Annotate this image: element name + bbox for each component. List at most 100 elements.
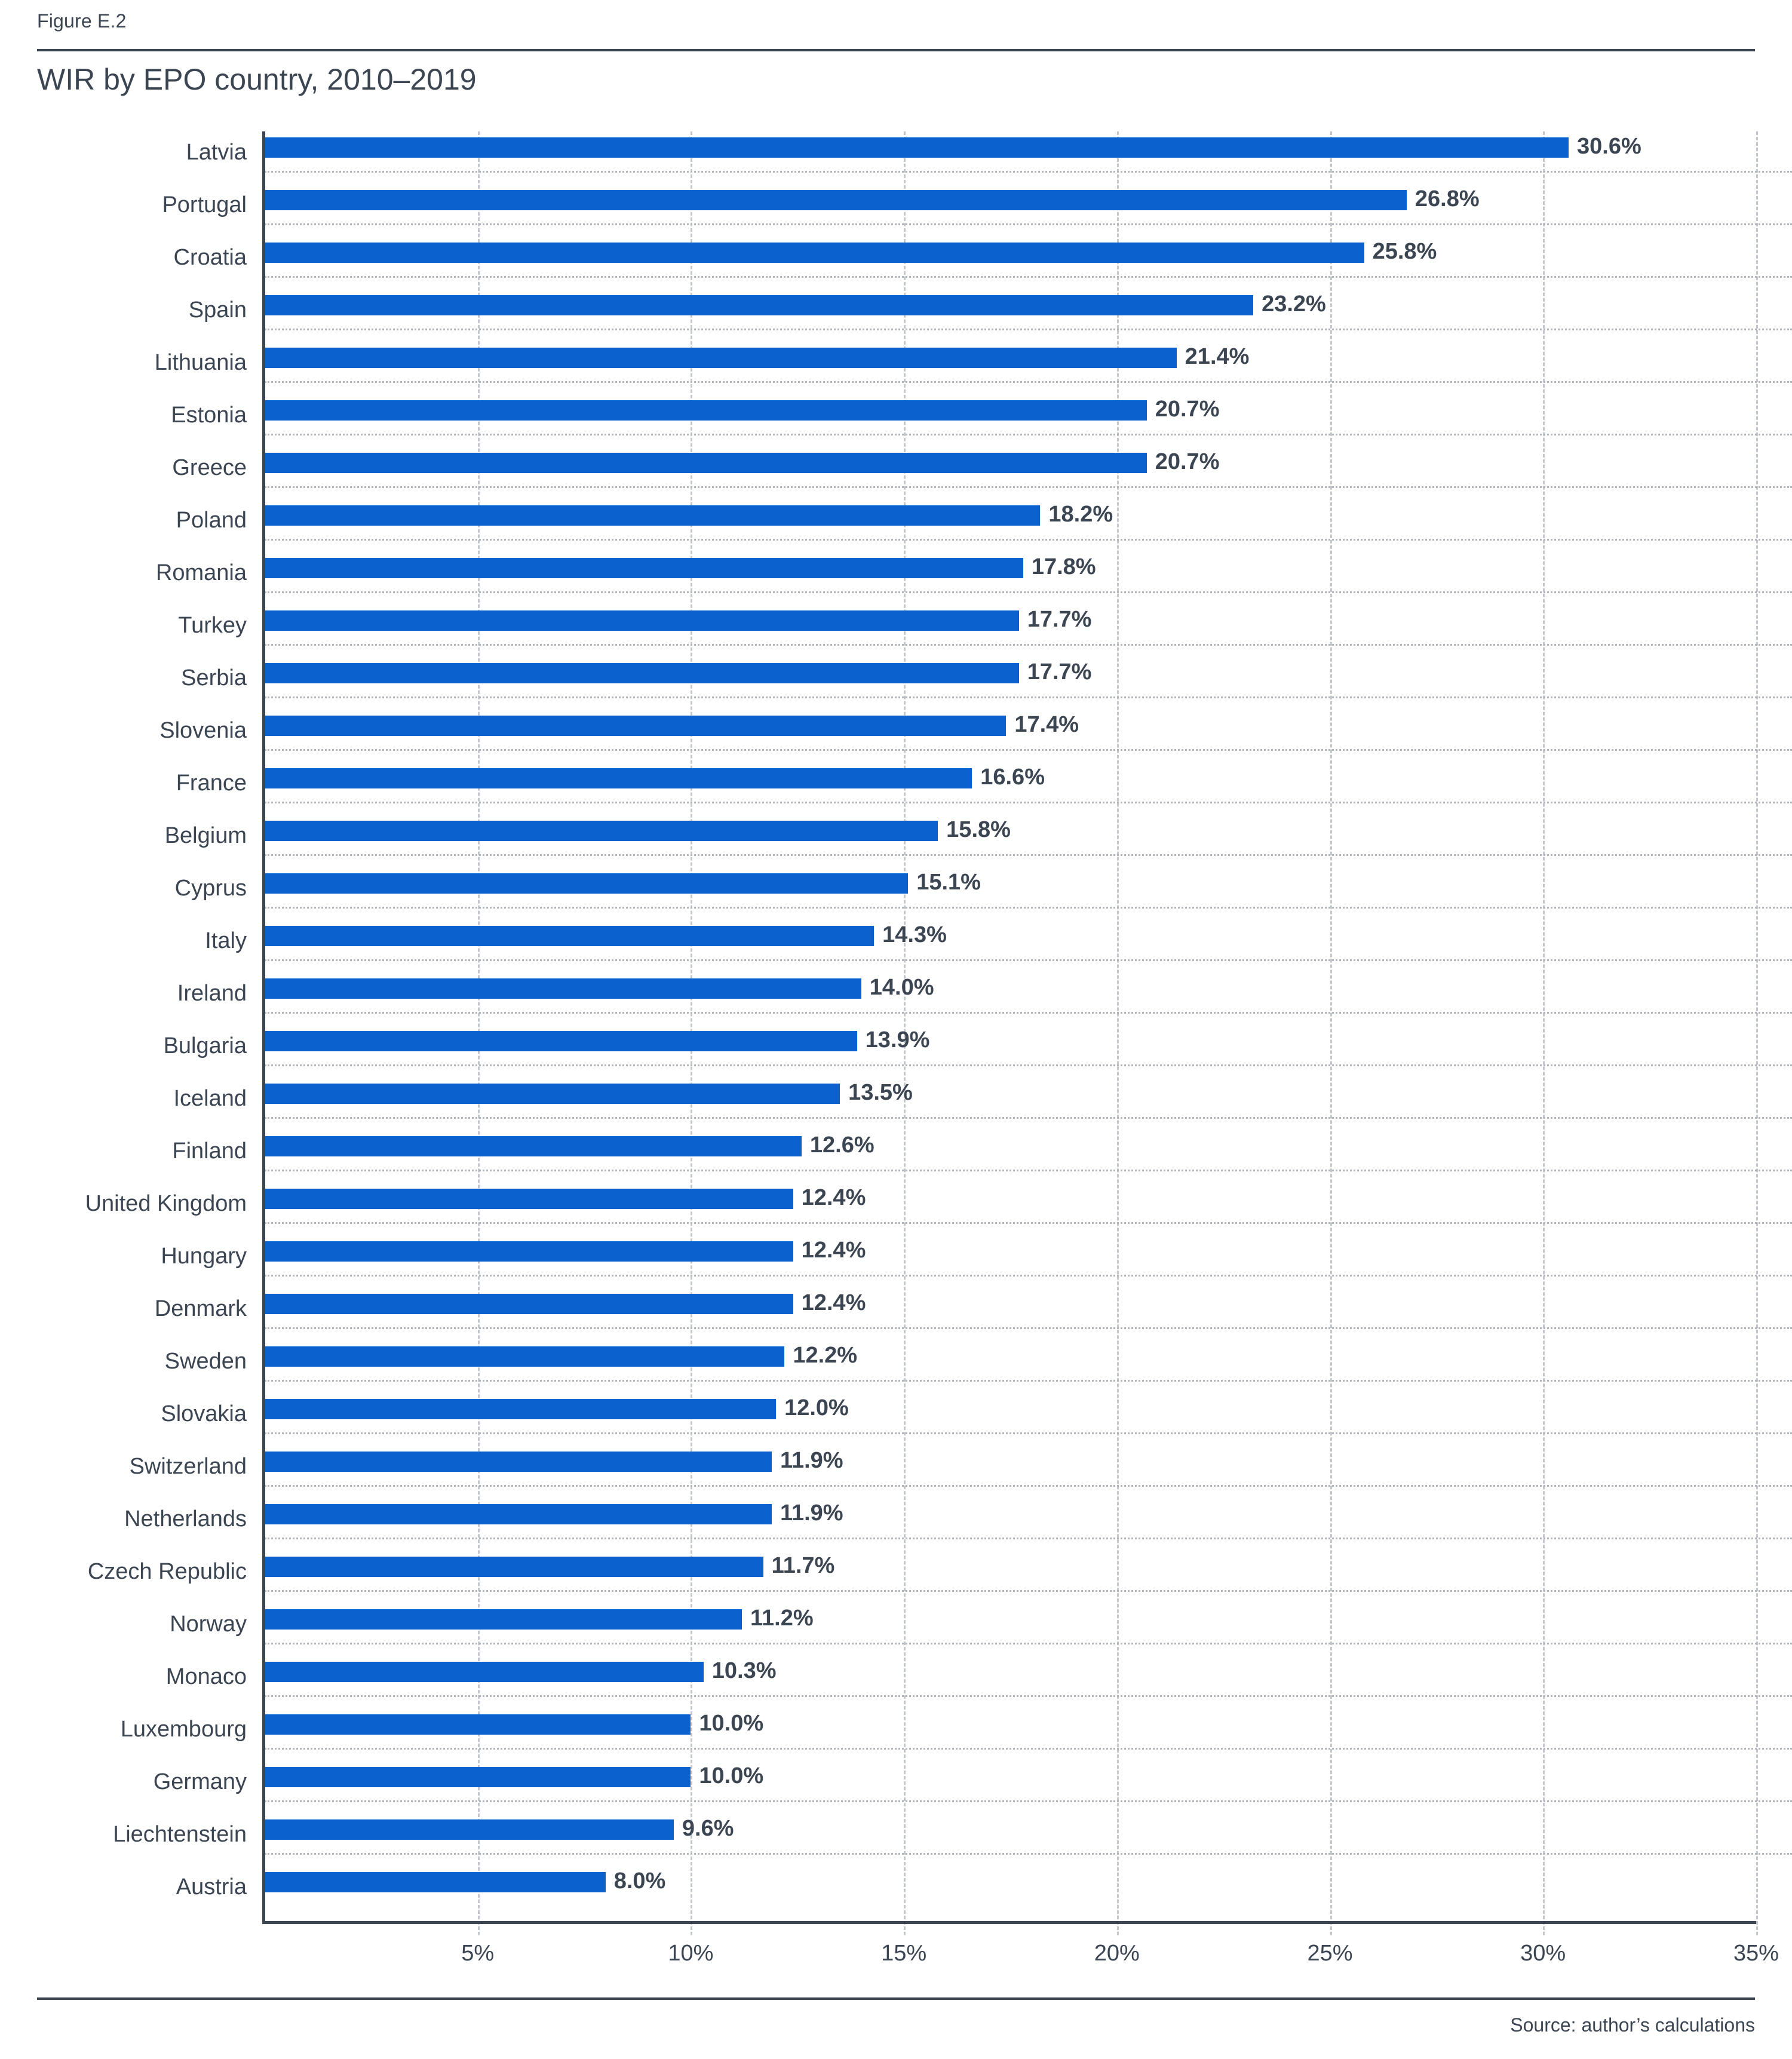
bar [265,1452,772,1472]
category-label: Croatia [174,245,247,271]
bar [265,1504,772,1524]
bar [265,558,1023,578]
bar [265,1294,793,1314]
bar [265,348,1177,368]
x-axis-tick-label: 5% [461,1941,494,1966]
category-label: Belgium [165,823,247,849]
category-label: Sweden [165,1349,247,1374]
bar-row: Italy14.3% [0,920,1792,972]
bar-row: Latvia30.6% [0,131,1792,184]
bar-value-label: 15.1% [916,870,981,895]
bar-row: United Kingdom12.4% [0,1183,1792,1235]
category-label: Hungary [161,1244,247,1269]
category-label: Romania [156,560,247,586]
bar [265,663,1019,683]
bar-value-label: 13.9% [866,1027,930,1053]
bar-value-label: 21.4% [1185,344,1250,370]
bar-row: Norway11.2% [0,1603,1792,1656]
bar-row: Hungary 12.4% [0,1235,1792,1288]
bar-value-label: 23.2% [1262,291,1326,317]
bar-value-label: 8.0% [614,1868,666,1894]
bar-row: Monaco10.3% [0,1656,1792,1708]
x-axis-tick-label: 10% [668,1941,713,1966]
bar-value-label: 12.4% [802,1238,866,1263]
bar-value-label: 9.6% [682,1816,734,1842]
bar-value-label: 26.8% [1415,186,1480,212]
bar-row: France16.6% [0,762,1792,815]
bar-row: Liechtenstein9.6% [0,1813,1792,1866]
header-divider [37,49,1755,51]
category-label: United Kingdom [85,1191,247,1217]
bar-row: Denmark12.4% [0,1288,1792,1340]
bar-value-label: 20.7% [1155,449,1220,475]
bar-row: Serbia 17.7% [0,657,1792,710]
bar-value-label: 18.2% [1048,502,1113,527]
bar-row: Croatia 25.8% [0,237,1792,289]
bar [265,505,1040,526]
bar-row: Poland 18.2% [0,499,1792,552]
bar-row: Sweden 12.2% [0,1340,1792,1393]
x-axis-tick-label: 15% [881,1941,926,1966]
bar-row: Ireland14.0% [0,972,1792,1025]
category-label: Serbia [181,665,247,691]
bar-row: Greece 20.7% [0,447,1792,499]
bar-row: Slovenia17.4% [0,710,1792,762]
bar-value-label: 10.0% [699,1763,763,1789]
x-axis-line [262,1921,1756,1924]
bar-value-label: 10.0% [699,1711,763,1736]
bar-row: Austria8.0% [0,1866,1792,1919]
bar [265,453,1147,473]
bar [265,1241,793,1262]
bar [265,926,874,946]
category-label: Monaco [166,1664,247,1690]
bar-value-label: 11.7% [772,1553,835,1579]
category-label: Turkey [178,613,247,639]
bar [265,243,1364,263]
bar [265,1346,784,1367]
category-label: Luxembourg [121,1717,247,1742]
bar-row: Belgium15.8% [0,815,1792,867]
bar [265,1557,763,1577]
bar-row: Switzerland 11.9% [0,1446,1792,1498]
page-title: WIR by EPO country, 2010–2019 [37,62,477,97]
bar-value-label: 17.8% [1032,554,1096,580]
bar [265,295,1253,315]
bar-value-label: 17.7% [1027,607,1092,633]
bar-value-label: 17.7% [1027,659,1092,685]
category-label: Poland [176,508,247,533]
category-label: Switzerland [130,1454,247,1480]
bar-row: Czech Republic11.7% [0,1551,1792,1603]
category-label: Latvia [186,140,247,165]
category-label: Netherlands [124,1506,247,1532]
bar-row: Bulgaria13.9% [0,1025,1792,1078]
category-label: Spain [189,297,247,323]
category-label: Cyprus [175,876,247,901]
bar-row: Iceland13.5% [0,1078,1792,1130]
bar-row: Romania 17.8% [0,552,1792,604]
bar-value-label: 12.2% [793,1343,857,1368]
bar-row: Lithuania21.4% [0,342,1792,394]
category-label: Iceland [173,1086,247,1112]
bar-row: Portugal 26.8% [0,184,1792,237]
bar [265,768,972,788]
bar-value-label: 11.9% [780,1500,843,1526]
bar [265,400,1147,421]
category-label: Greece [172,455,247,481]
bar-row: Germany10.0% [0,1761,1792,1813]
bar-chart-plot-area: Latvia30.6% Portugal 26.8% Croatia 25.8% Spai… [0,131,1792,1923]
category-label: Portugal [162,192,247,218]
bar-row: Netherlands 11.9% [0,1498,1792,1551]
footer-divider [37,1997,1755,2000]
bar-value-label: 25.8% [1373,239,1437,265]
bar-value-label: 20.7% [1155,397,1220,422]
bar-value-label: 11.2% [750,1606,814,1631]
x-axis-tick-label: 20% [1094,1941,1140,1966]
bar-value-label: 16.6% [980,765,1045,790]
category-label: Ireland [177,981,247,1007]
bar [265,1084,840,1104]
bar [265,1819,674,1840]
bar-value-label: 11.9% [780,1448,843,1474]
bar-value-label: 12.0% [784,1395,849,1421]
bar [265,1031,857,1051]
category-label: Estonia [171,403,247,428]
